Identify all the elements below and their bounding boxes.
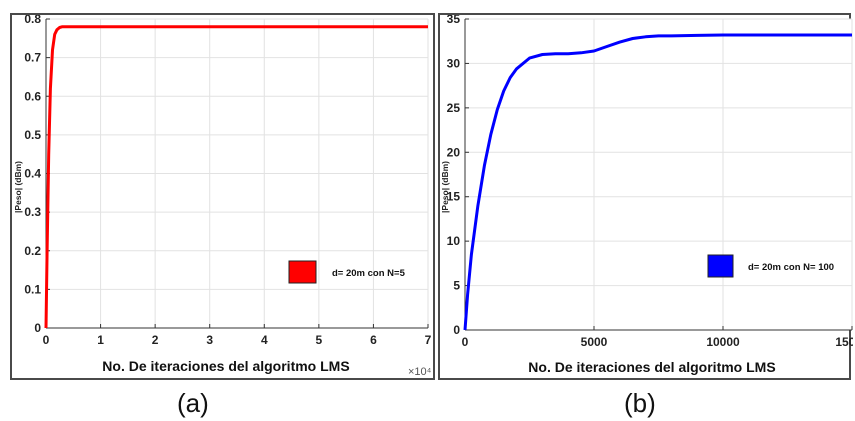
y-tick-label: 15 [447,190,461,204]
y-tick-label: 5 [453,279,460,293]
legend-swatch [288,260,317,284]
x-axis-label: No. De iteraciones del algoritmo LMS [102,358,349,374]
x-tick-label: 0 [462,335,469,349]
y-axis-label: |Peso| (dBm) [13,161,23,213]
caption-a: (a) [177,388,209,418]
x-tick-label: 4 [261,333,268,347]
chart-panel-a: 0 1 2 3 4 5 6 7 0 0.1 0.2 0.3 0.4 0.5 0.6 0.7 0.8 d= 20m … [10,13,435,380]
y-tick-label: 0.8 [24,15,41,26]
x-tick-label: 5 [316,333,323,347]
y-tick-label: 0.1 [24,282,41,296]
x-tick-label: 15000 [835,335,853,349]
caption-b: (b) [624,388,656,418]
x-tick-label: 5000 [581,335,608,349]
x-tick-label: 10000 [706,335,740,349]
y-tick-label: 0 [453,323,460,337]
y-axis-label: |Peso| (dBm) [440,161,450,213]
y-tick-label: 0.6 [24,89,41,103]
x-tick-label: 1 [97,333,104,347]
legend-swatch [707,254,734,278]
y-tick-label: 35 [447,15,461,26]
y-tick-label: 0.3 [24,205,41,219]
x-tick-label: 7 [425,333,432,347]
chart-panel-b: 0 5000 10000 15000 0 5 10 15 20 25 30 35 d= 20m con … [438,13,853,380]
y-tick-label: 25 [447,101,461,115]
x-axis-label: No. De iteraciones del algoritmo LMS [528,359,775,375]
x-tick-label: 3 [206,333,213,347]
x-tick-label: 2 [152,333,159,347]
x-exponent-label: ×10⁴ [408,366,432,378]
chart-b-svg: 0 5000 10000 15000 0 5 10 15 20 25 30 35 d= 20m con … [440,15,853,375]
y-tick-label: 20 [447,145,461,159]
x-tick-label: 0 [43,333,50,347]
legend-label: d= 20m con N=5 [332,268,406,279]
plot-area [465,19,852,330]
y-tick-label: 0.5 [24,128,41,142]
series-line [44,25,428,329]
y-tick-label: 30 [447,56,461,70]
y-tick-label: 10 [447,234,461,248]
legend-label: d= 20m con N= 100 [748,262,834,273]
x-tick-label: 6 [370,333,377,347]
chart-a-svg: 0 1 2 3 4 5 6 7 0 0.1 0.2 0.3 0.4 0.5 0.6 0.7 0.8 d= 20m … [13,15,432,378]
series-line [463,33,852,331]
y-tick-label: 0.7 [24,51,41,65]
y-tick-label: 0.4 [24,167,41,181]
y-tick-label: 0 [34,321,41,335]
y-tick-label: 0.2 [24,244,41,258]
